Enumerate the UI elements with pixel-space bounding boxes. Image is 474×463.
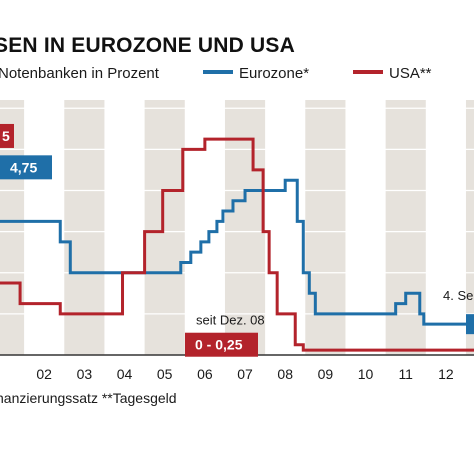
legend-item-eurozone: Eurozone* — [203, 65, 309, 82]
year-band-2007 — [224, 100, 266, 355]
x-tick-label: 07 — [237, 366, 253, 382]
year-band-2003 — [64, 100, 105, 355]
chart-subtitle: Notenbanken in Prozent — [0, 65, 159, 82]
chart-title: SEN IN EUROZONE UND USA — [0, 34, 295, 57]
x-tick-label: 04 — [117, 366, 133, 382]
footnote: nanzierungssatz **Tagesgeld — [0, 390, 177, 406]
x-tick-label: 06 — [197, 366, 213, 382]
year-band-2005 — [144, 100, 185, 355]
legend-swatch-usa — [353, 70, 383, 75]
legend-item-usa: USA** — [353, 65, 432, 82]
series-line-usa — [0, 137, 474, 352]
legend-swatch-eurozone — [203, 70, 233, 75]
x-tick-label: 08 — [277, 366, 293, 382]
value-label-eurozone-start: 4,75 — [10, 159, 37, 175]
value-label-eurozone-start-box — [0, 155, 52, 180]
annotation-4-se: 4. Se — [443, 288, 473, 303]
value-label-eurozone-end-box — [466, 314, 474, 335]
series-line-eurozone — [0, 178, 474, 326]
value-label-usa-start-box — [0, 123, 14, 148]
x-tick-label: 05 — [157, 366, 173, 382]
legend-label-eurozone: Eurozone* — [239, 65, 310, 82]
year-band-2011 — [385, 100, 426, 355]
year-band-2009 — [305, 100, 346, 355]
year-band-2013 — [465, 100, 474, 355]
value-label-usa-end-box — [185, 332, 258, 357]
legend-label-usa: USA** — [389, 65, 432, 82]
x-tick-label: 11 — [398, 366, 413, 382]
value-label-usa-end: 0 - 0,25 — [195, 337, 243, 353]
x-tick-label: 10 — [358, 366, 374, 382]
value-label-usa-start: 5 — [2, 128, 10, 144]
x-tick-label: 02 — [36, 366, 52, 382]
x-tick-label: 12 — [438, 366, 454, 382]
annotation-seit-dez-08: seit Dez. 08 — [196, 313, 265, 328]
x-tick-label: 09 — [318, 366, 334, 382]
x-tick-label: 03 — [77, 366, 93, 382]
